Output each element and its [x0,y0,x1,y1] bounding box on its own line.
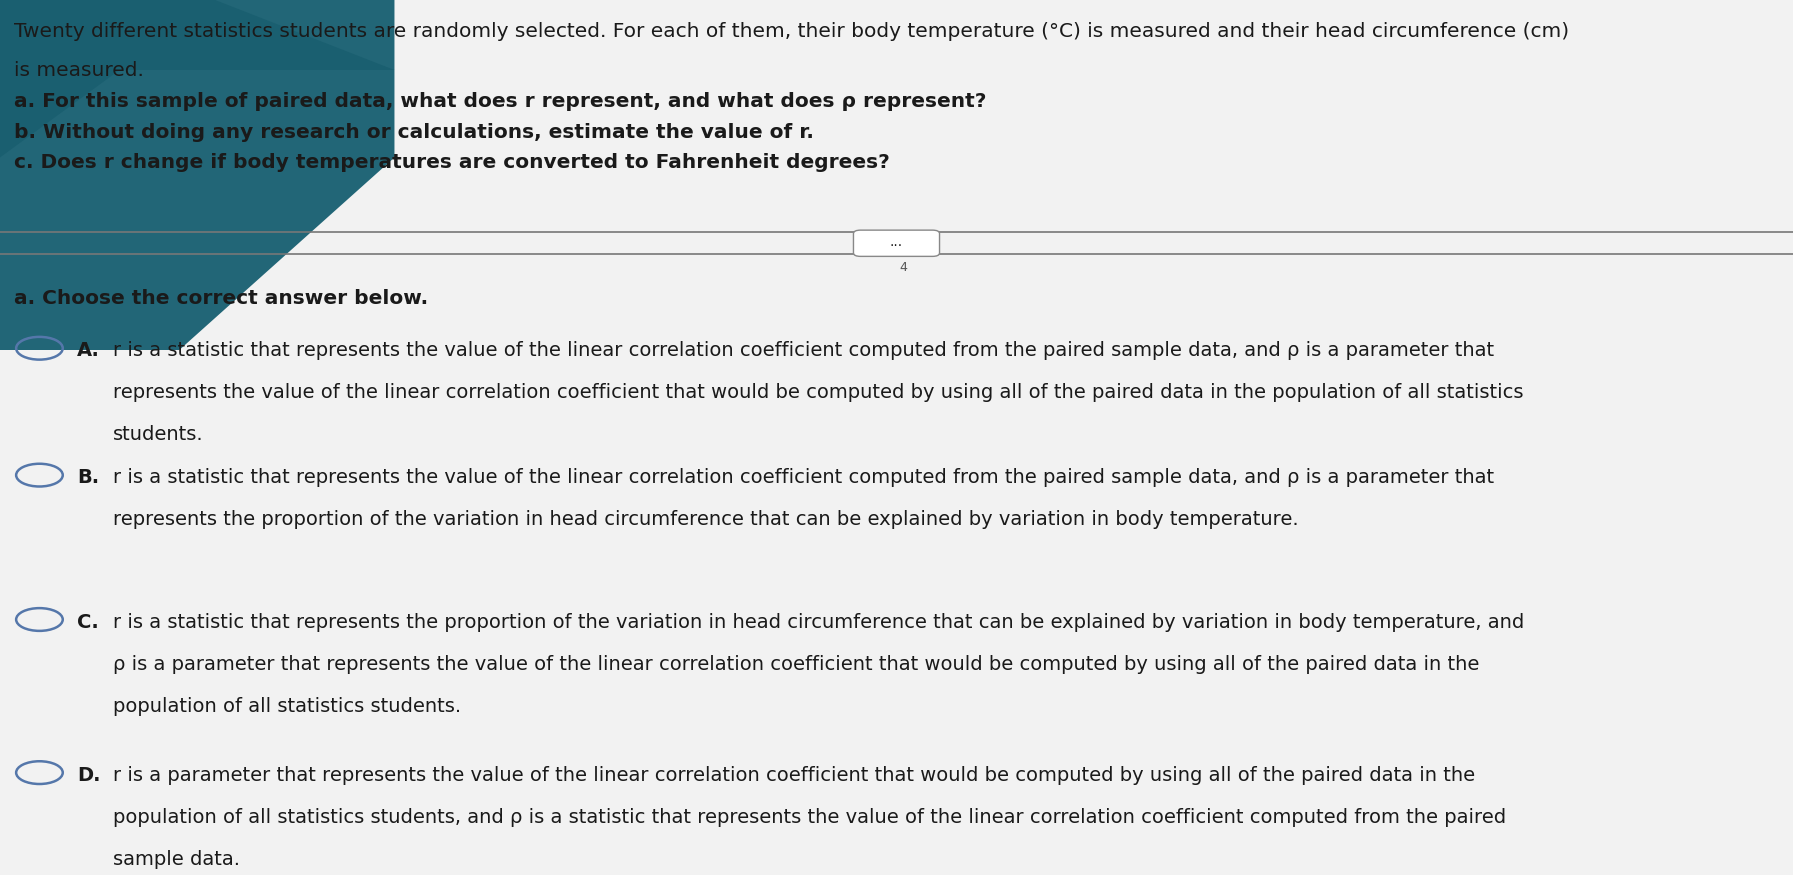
Text: ...: ... [889,235,904,249]
Text: r is a parameter that represents the value of the linear correlation coefficient: r is a parameter that represents the val… [113,766,1476,785]
Text: a. Choose the correct answer below.: a. Choose the correct answer below. [14,289,429,308]
Text: sample data.: sample data. [113,850,240,869]
Polygon shape [0,0,394,70]
Text: r is a statistic that represents the value of the linear correlation coefficient: r is a statistic that represents the val… [113,468,1494,487]
Text: ρ is a parameter that represents the value of the linear correlation coefficient: ρ is a parameter that represents the val… [113,654,1479,674]
Text: b. Without doing any research or calculations, estimate the value of r.: b. Without doing any research or calcula… [14,123,814,142]
Text: r is a statistic that represents the value of the linear correlation coefficient: r is a statistic that represents the val… [113,341,1494,360]
Text: population of all statistics students, and ρ is a statistic that represents the : population of all statistics students, a… [113,808,1506,827]
Text: r is a statistic that represents the proportion of the variation in head circumf: r is a statistic that represents the pro… [113,612,1524,632]
Text: is measured.: is measured. [14,61,143,80]
Polygon shape [0,0,215,158]
Text: A.: A. [77,341,100,360]
Text: Twenty different statistics students are randomly selected. For each of them, th: Twenty different statistics students are… [14,22,1569,41]
Text: a. For this sample of paired data, what does r represent, and what does ρ repres: a. For this sample of paired data, what … [14,92,986,111]
FancyBboxPatch shape [853,230,940,256]
Text: population of all statistics students.: population of all statistics students. [113,696,461,716]
Text: C.: C. [77,612,99,632]
Text: 4: 4 [900,261,907,274]
Polygon shape [0,0,394,350]
Text: D.: D. [77,766,100,785]
Text: B.: B. [77,468,99,487]
Text: students.: students. [113,425,204,444]
Text: c. Does r change if body temperatures are converted to Fahrenheit degrees?: c. Does r change if body temperatures ar… [14,153,889,172]
Text: represents the value of the linear correlation coefficient that would be compute: represents the value of the linear corre… [113,383,1524,402]
Text: represents the proportion of the variation in head circumference that can be exp: represents the proportion of the variati… [113,510,1298,529]
